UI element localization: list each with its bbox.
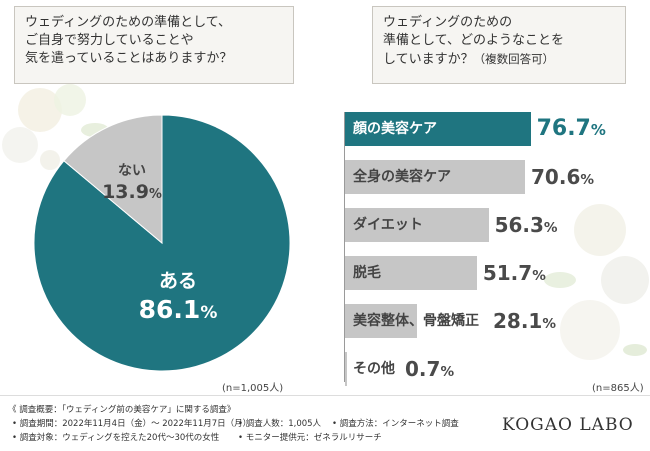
bar-axis-line [344, 112, 345, 382]
bar-chart: 顔の美容ケア 76.7% 全身の美容ケア 70.6% ダイエット 56.3% 脱毛 51.7%… [345, 112, 645, 386]
pie-sample-size: (n=1,005人) [222, 383, 284, 394]
question-left-line-3: 気を遣っていることはありますか？ [25, 51, 233, 66]
bar-value-unit: % [542, 316, 556, 332]
bar-category-label: 脱毛 [353, 265, 381, 281]
pie-label-nai-category: ない [118, 163, 146, 179]
bar-value-number: 76.7 [536, 116, 591, 141]
survey-title: 《 調査概要：「ウェディング前の美容ケア」に関する調査》 [8, 405, 236, 415]
survey-provider: • モニター提供元：ゼネラルリサーチ [238, 433, 382, 443]
bar-category-label: 顔の美容ケア [353, 121, 437, 137]
question-right-line-1: ウェディングのための [383, 15, 513, 30]
bar-value-unit: % [590, 121, 606, 139]
bar-value-unit: % [532, 268, 546, 284]
brand-logo: KOGAO LABO [502, 415, 634, 435]
survey-period: • 調査期間：2022年11月4日（金）～ 2022年11月7日（月） [12, 419, 252, 429]
bar-sample-size: (n=865人) [592, 383, 644, 394]
bar-value-label: 0.7% [405, 352, 454, 386]
bar-value-label: 28.1% [493, 304, 556, 338]
bar-category-label: その他 [353, 361, 395, 377]
bar-category-label: 全身の美容ケア [353, 169, 451, 185]
bar-value-label: 70.6% [531, 160, 594, 194]
pie-label-aru-value: 86.1 [138, 295, 201, 324]
survey-count: • 調査人数：1,005人 [238, 419, 322, 429]
bar-value-unit: % [440, 364, 455, 380]
bar-value-number: 28.1 [493, 309, 543, 333]
pie-label-aru: ある 86.1% [128, 266, 228, 324]
bar [345, 160, 526, 194]
question-right-line-2: 準備として、どのようなことを [383, 33, 564, 48]
bar-value-label: 56.3% [495, 208, 558, 242]
pie-label-aru-unit: % [200, 303, 218, 323]
pie-label-nai-value: 13.9 [102, 181, 149, 203]
bar [345, 256, 477, 290]
bar-value-label: 51.7% [483, 256, 546, 290]
bar-value-number: 56.3 [494, 213, 544, 237]
question-right-note: （複数回答可） [473, 52, 555, 66]
pie-label-nai-unit: % [148, 187, 162, 202]
pie-label-nai: ない 13.9% [92, 160, 172, 203]
bar [345, 112, 531, 146]
pie-slice-nai [63, 114, 163, 245]
question-box-right: ウェディングのための 準備として、どのようなことを していますか？（複数回答可） [372, 6, 626, 84]
question-left-line-1: ウェディングのための準備として、 [25, 15, 232, 30]
survey-footer: 《 調査概要：「ウェディング前の美容ケア」に関する調査》 • 調査期間：2022… [0, 395, 650, 451]
question-right-line-3: していますか？ [383, 52, 474, 67]
bar-category-label: 美容整体、骨盤矯正 [353, 313, 479, 329]
survey-method: • 調査方法：インターネット調査 [332, 419, 459, 429]
bar-value-unit: % [580, 172, 594, 188]
bar [345, 208, 489, 242]
bar-value-label: 76.7% [537, 112, 606, 146]
survey-target: • 調査対象：ウェディングを控えた20代～30代の女性 [12, 433, 220, 443]
question-left-line-2: ご自身で努力していることや [25, 33, 194, 48]
bar-category-label: ダイエット [353, 217, 423, 233]
pie-chart [33, 114, 291, 372]
bar [345, 304, 417, 338]
pie-label-aru-category: ある [158, 270, 197, 292]
question-box-left: ウェディングのための準備として、 ご自身で努力していることや 気を遣っていること… [14, 6, 294, 84]
bar-value-number: 70.6 [531, 165, 581, 189]
bar-value-number: 51.7 [482, 261, 533, 285]
bar [345, 352, 347, 386]
bar-value-unit: % [543, 220, 558, 236]
bar-value-number: 0.7 [405, 357, 441, 381]
